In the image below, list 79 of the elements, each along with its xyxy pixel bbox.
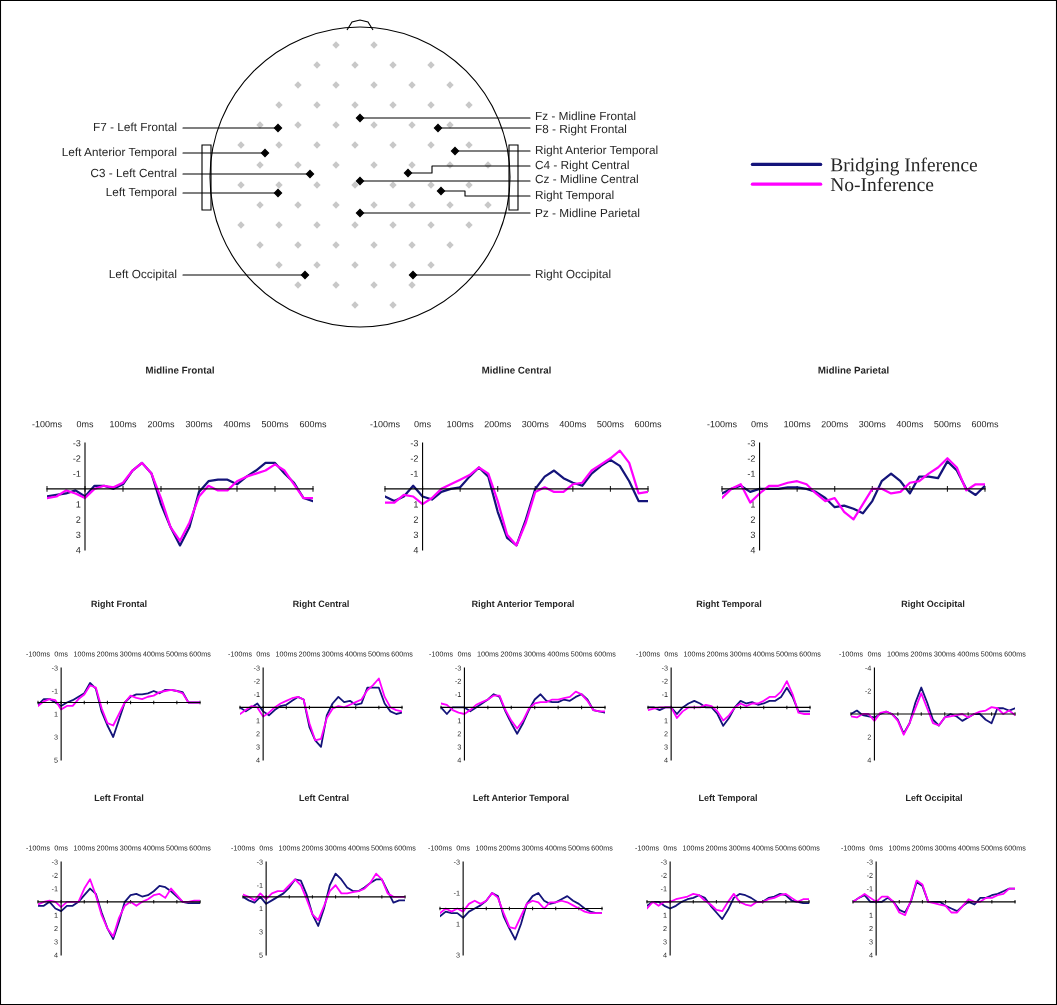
x-tick-label: 200ms bbox=[821, 420, 848, 428]
text: F7 - Left Frontal bbox=[93, 122, 177, 132]
chart-title: Left Occipital bbox=[906, 794, 962, 803]
y-tick-label: -2 bbox=[73, 455, 81, 462]
y-tick-label: -2 bbox=[747, 455, 755, 462]
x-tick-label: 400ms bbox=[223, 420, 251, 428]
text: Pz - Midline Parietal bbox=[535, 208, 640, 218]
x-tick-label: 0ms bbox=[76, 420, 94, 428]
chart-title: Left Central bbox=[299, 794, 349, 801]
x-tick-label: 400ms bbox=[896, 420, 924, 428]
x-tick-label: 100ms bbox=[784, 420, 811, 428]
x-tick-label: 600ms bbox=[634, 420, 662, 428]
x-tick-label: 300ms bbox=[185, 420, 213, 428]
text: Fz - Midline Frontal bbox=[535, 111, 636, 121]
x-tick-label: 100ms bbox=[447, 420, 474, 428]
y-tick-label: 1 bbox=[414, 501, 418, 508]
y-tick-label: 1 bbox=[76, 501, 81, 508]
x-tick-label: 300ms bbox=[859, 420, 886, 428]
x-tick-label: 500ms bbox=[261, 420, 289, 428]
y-tick-label: 2 bbox=[76, 516, 81, 523]
legend-label: No-Inference bbox=[830, 177, 934, 192]
text: Right Temporal bbox=[535, 190, 614, 202]
x-tick-label: 200ms bbox=[147, 420, 175, 428]
y-tick-label: -3 bbox=[410, 439, 419, 447]
y-tick-label: 1 bbox=[751, 501, 755, 508]
text: Left Anterior Temporal bbox=[62, 147, 177, 159]
line-series bbox=[440, 892, 602, 930]
text: Right Occipital bbox=[535, 269, 611, 281]
chart-title: Left Temporal bbox=[699, 794, 757, 803]
chart-title: Right Frontal bbox=[91, 600, 147, 609]
line-series bbox=[647, 892, 809, 913]
chart-title: Left Anterior Temporal bbox=[473, 794, 569, 803]
text: F8 - Right Frontal bbox=[535, 124, 627, 136]
x-tick-label: -100ms bbox=[370, 420, 400, 428]
x-tick-label: 600ms bbox=[299, 420, 327, 428]
y-tick-label: -1 bbox=[747, 470, 755, 477]
x-tick-label: 500ms bbox=[597, 420, 624, 428]
text: Left Occipital bbox=[109, 269, 177, 281]
y-tick-label: -1 bbox=[73, 470, 81, 477]
x-tick-label: -100ms bbox=[707, 420, 737, 428]
x-tick-label: 0ms bbox=[751, 420, 768, 428]
y-tick-label: 2 bbox=[413, 516, 418, 523]
chart-title: Right Occipital bbox=[901, 600, 965, 609]
chart-title: Right Anterior Temporal bbox=[472, 600, 574, 609]
y-tick-label: -1 bbox=[410, 470, 418, 477]
legend-label: Bridging Inference bbox=[830, 157, 977, 176]
chart-title: Midline Frontal bbox=[146, 366, 214, 374]
text: Left Temporal bbox=[106, 187, 177, 199]
x-tick-label: 0ms bbox=[414, 420, 431, 428]
text: C4 - Right Central bbox=[535, 160, 629, 172]
x-tick-label: -100ms bbox=[32, 420, 62, 428]
chart-title: Left Frontal bbox=[94, 794, 144, 801]
y-tick-label: 3 bbox=[750, 531, 756, 539]
y-tick-label: -3 bbox=[747, 439, 756, 447]
y-tick-label: 4 bbox=[413, 547, 419, 554]
chart-title: Midline Parietal bbox=[818, 366, 889, 374]
x-tick-label: 400ms bbox=[559, 420, 587, 428]
x-tick-label: 500ms bbox=[934, 420, 961, 428]
line-series bbox=[240, 677, 402, 742]
x-tick-label: 100ms bbox=[110, 420, 137, 428]
y-tick-label: 3 bbox=[76, 531, 81, 539]
text: Right Anterior Temporal bbox=[535, 145, 658, 157]
line-series bbox=[240, 686, 402, 748]
chart-title: Right Temporal bbox=[696, 600, 762, 609]
text: C3 - Left Central bbox=[90, 168, 177, 178]
y-tick-label: 2 bbox=[750, 516, 755, 523]
line-series bbox=[648, 680, 810, 722]
chart-title: Midline Central bbox=[482, 366, 551, 374]
y-tick-label: -3 bbox=[73, 439, 81, 447]
y-tick-label: -2 bbox=[410, 455, 418, 462]
x-tick-label: 600ms bbox=[971, 420, 999, 428]
y-tick-label: 4 bbox=[76, 547, 81, 554]
text: Cz - Midline Central bbox=[535, 174, 638, 184]
x-tick-label: 300ms bbox=[522, 420, 549, 428]
x-tick-label: 200ms bbox=[484, 420, 511, 428]
chart-title: Right Central bbox=[293, 600, 349, 609]
y-tick-label: 3 bbox=[413, 531, 419, 539]
line-series bbox=[647, 892, 809, 921]
y-tick-label: 4 bbox=[750, 547, 756, 554]
